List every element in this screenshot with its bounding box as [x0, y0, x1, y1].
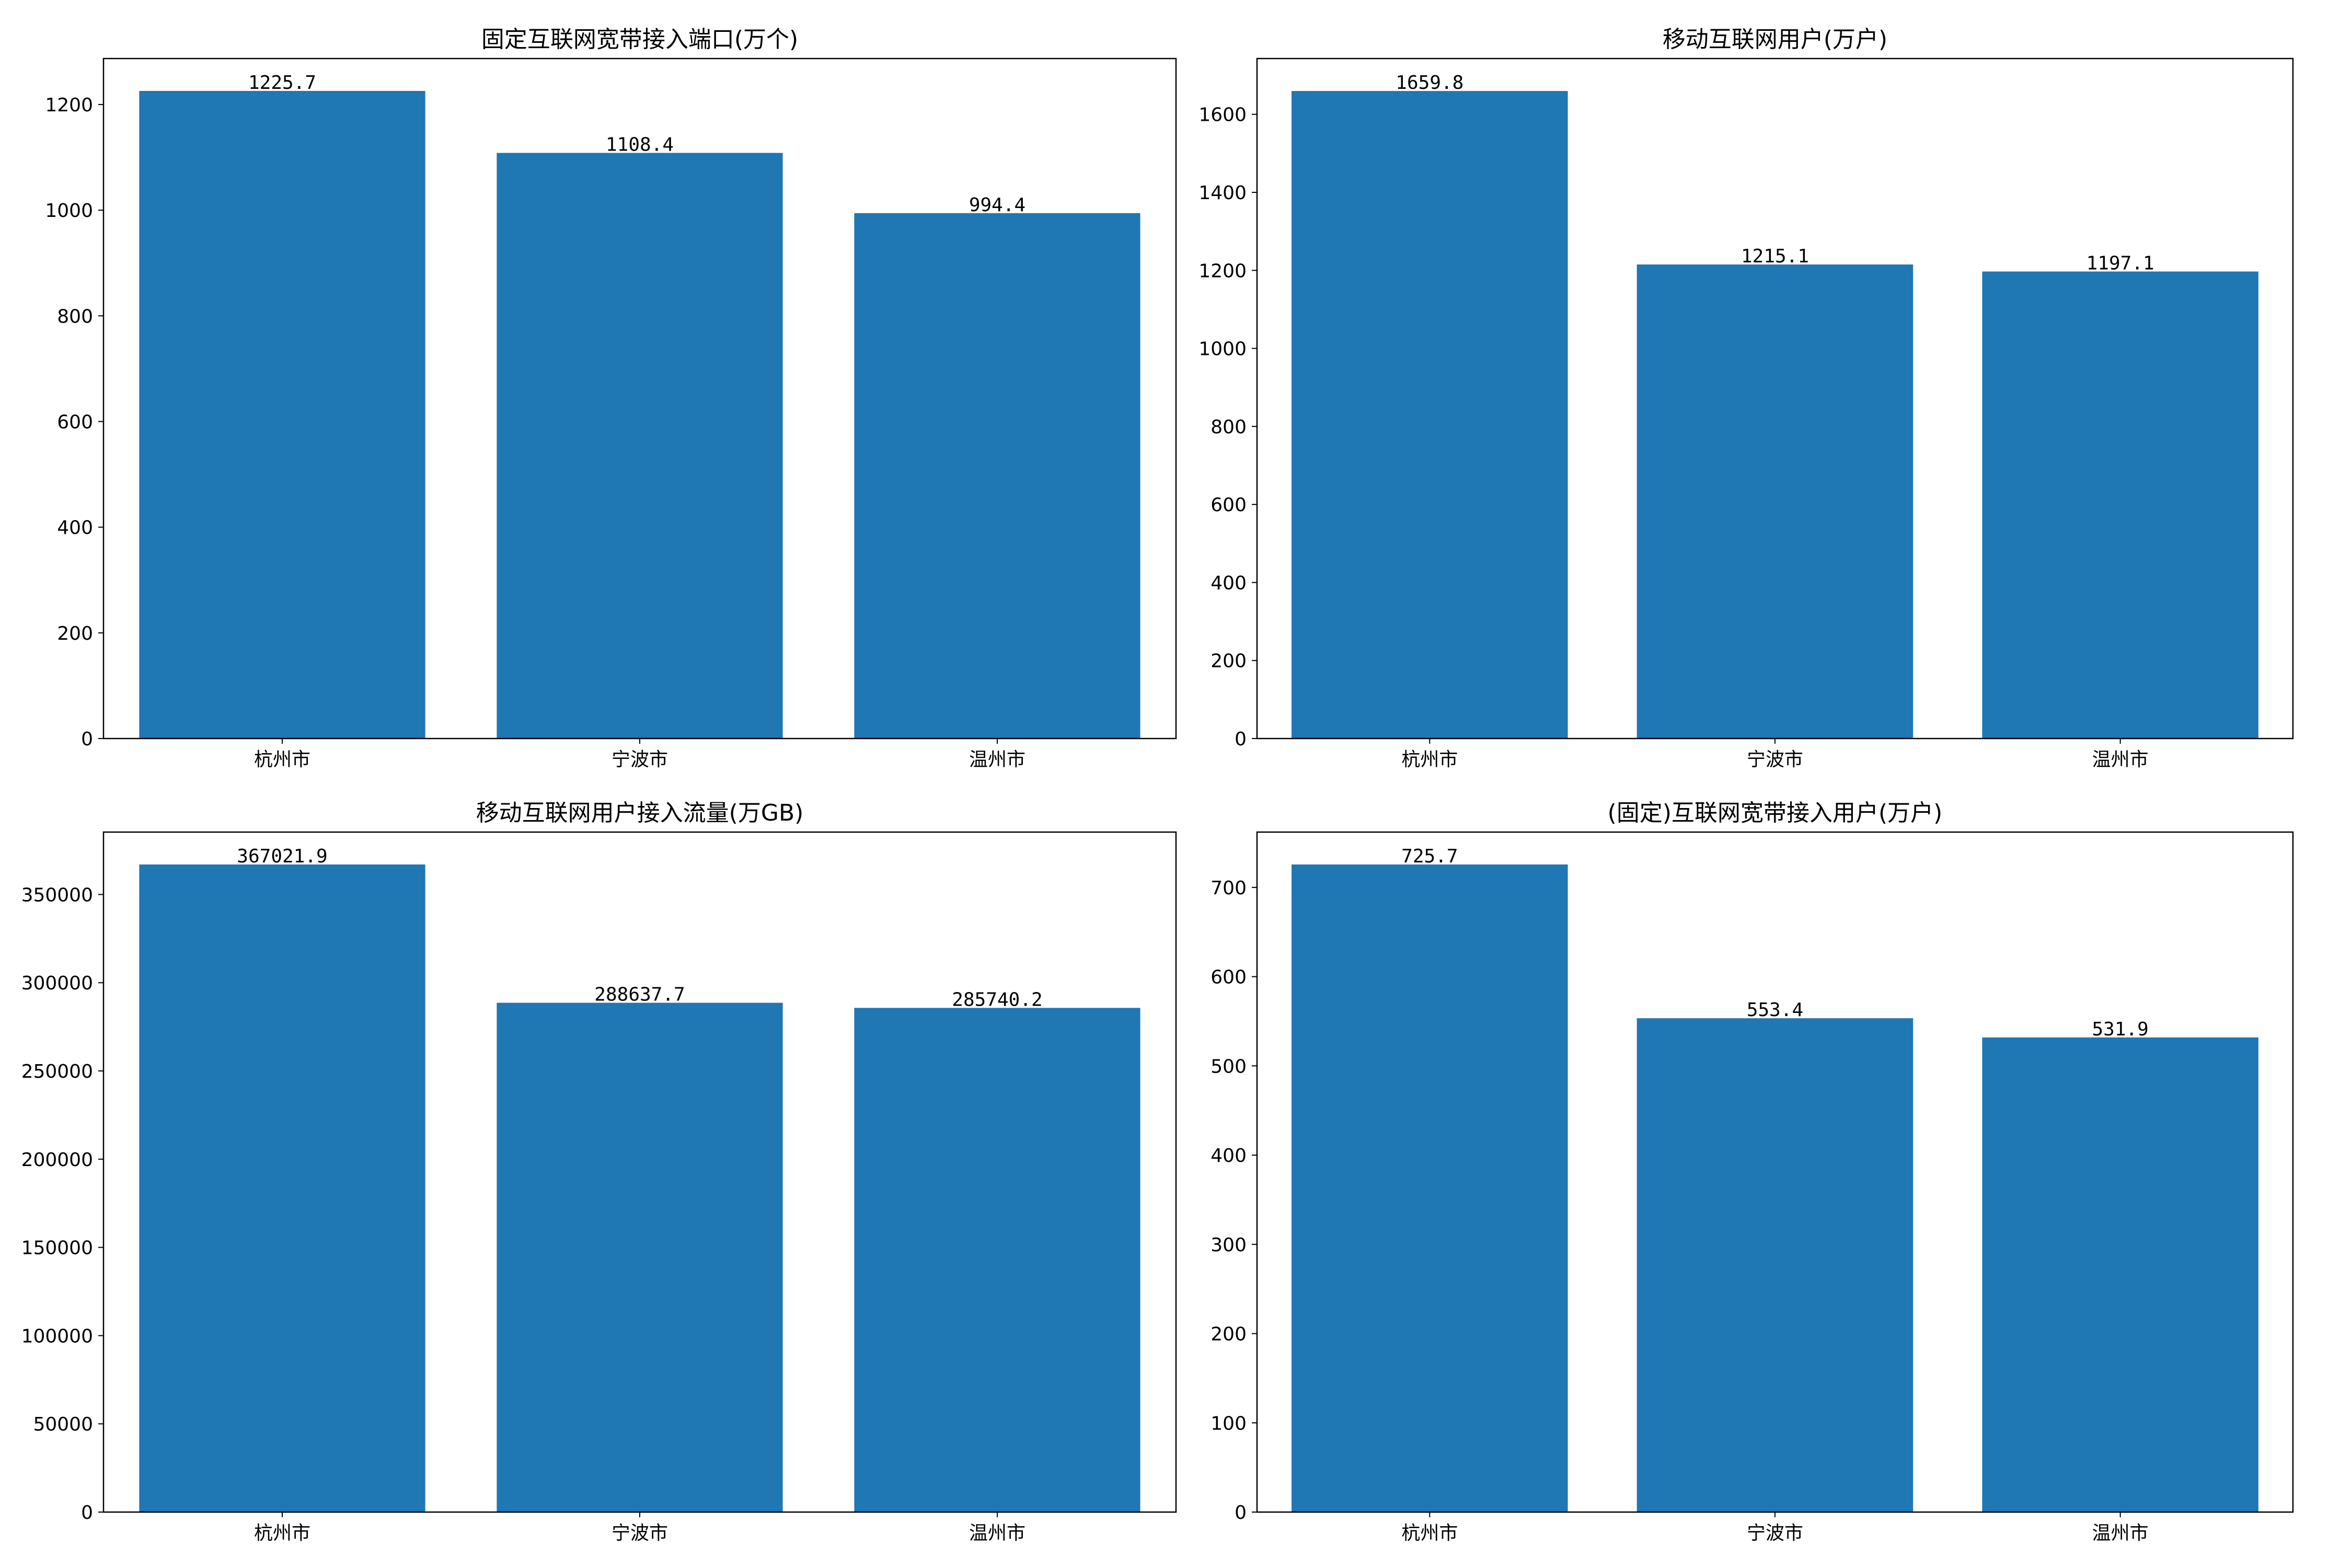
y-tick-label: 200: [57, 623, 93, 644]
bar-value-label: 288637.7: [594, 984, 685, 1006]
y-tick-label: 150000: [21, 1238, 93, 1259]
y-tick-label: 200: [1210, 1324, 1247, 1345]
y-tick-label: 600: [1210, 967, 1247, 988]
y-tick-label: 400: [57, 517, 93, 539]
bar: [854, 213, 1140, 739]
x-tick-label: 宁波市: [612, 1523, 668, 1544]
y-tick-label: 100: [1210, 1413, 1247, 1434]
subplot-title: 移动互联网用户(万户): [1663, 26, 1887, 53]
x-tick-label: 宁波市: [1747, 749, 1803, 770]
y-tick-label: 1000: [1198, 339, 1247, 360]
y-tick-label: 50000: [33, 1414, 93, 1435]
y-tick-label: 1600: [1198, 105, 1247, 126]
subplot-title: 固定互联网宽带接入端口(万个): [481, 26, 798, 53]
y-tick-label: 0: [81, 1502, 93, 1524]
y-tick-label: 600: [1210, 494, 1247, 516]
x-tick-label: 温州市: [2092, 1523, 2149, 1544]
bar-value-label: 285740.2: [952, 989, 1042, 1010]
subplot-title: 移动互联网用户接入流量(万GB): [476, 800, 804, 826]
bar-value-label: 367021.9: [237, 846, 327, 867]
y-tick-label: 500: [1210, 1056, 1247, 1077]
bar: [497, 153, 783, 739]
y-tick-label: 300000: [21, 973, 93, 994]
y-tick-label: 0: [81, 729, 93, 750]
bar-value-label: 725.7: [1401, 846, 1458, 867]
y-tick-label: 1200: [1198, 260, 1247, 282]
bar: [1636, 264, 1913, 739]
bar: [1292, 864, 1568, 1512]
y-tick-label: 700: [1210, 878, 1247, 899]
bar: [139, 864, 425, 1512]
axes-frame: [102, 831, 1177, 1513]
x-tick-label: 杭州市: [1401, 1523, 1458, 1544]
bar: [497, 1002, 783, 1512]
y-tick-label: 100000: [21, 1325, 93, 1347]
bar-value-label: 1108.4: [606, 134, 674, 156]
subplot-4: (固定)互联网宽带接入用户(万户) 725.7 杭州市 553.4 宁波市 531.9 温州…: [1210, 800, 2294, 1544]
bar-value-label: 1659.8: [1396, 72, 1463, 94]
x-tick-label: 杭州市: [1401, 749, 1458, 770]
y-tick-label: 350000: [21, 884, 93, 906]
y-tick-label: 0: [1235, 1502, 1247, 1524]
y-tick-label: 1200: [45, 95, 93, 116]
y-tick-label: 200: [1210, 651, 1247, 672]
axes-frame: [1256, 57, 2294, 740]
y-tick-label: 0: [1235, 729, 1247, 750]
bar: [139, 90, 425, 739]
subplot-3: 移动互联网用户接入流量(万GB) 367021.9 杭州市 288637.7 宁波市 28…: [21, 800, 1177, 1544]
y-tick-label: 400: [1210, 1145, 1247, 1167]
y-tick-label: 400: [1210, 572, 1247, 594]
bar-value-label: 553.4: [1747, 999, 1803, 1021]
x-tick-label: 宁波市: [612, 749, 668, 770]
y-tick-label: 800: [1210, 417, 1247, 438]
x-tick-label: 杭州市: [254, 749, 310, 770]
x-tick-label: 温州市: [969, 749, 1025, 770]
bar: [1982, 271, 2258, 739]
x-tick-label: 温州市: [969, 1523, 1025, 1544]
bar: [854, 1008, 1140, 1512]
x-tick-label: 宁波市: [1747, 1523, 1803, 1544]
bar: [1982, 1037, 2258, 1512]
y-tick-label: 1400: [1198, 182, 1247, 204]
bar-value-label: 1225.7: [248, 72, 316, 94]
bar-value-label: 531.9: [2092, 1019, 2148, 1040]
bar-value-label: 1197.1: [2086, 252, 2154, 274]
y-tick-label: 800: [57, 306, 93, 327]
bar: [1636, 1018, 1913, 1512]
bar-value-label: 994.4: [969, 194, 1025, 216]
y-tick-label: 600: [57, 411, 93, 433]
bar: [1292, 91, 1568, 739]
y-tick-label: 1000: [45, 200, 93, 222]
subplot-1: 固定互联网宽带接入端口(万个) 1225.7 杭州市 1108.4 宁波市 994.4 温州…: [45, 26, 1177, 770]
subplot-title: (固定)互联网宽带接入用户(万户): [1608, 800, 1943, 826]
axes-frame: [102, 57, 1177, 740]
x-tick-label: 杭州市: [254, 1523, 310, 1544]
charts-container: 固定互联网宽带接入端口(万个) 1225.7 杭州市 1108.4 宁波市 994.4 温州…: [21, 26, 2294, 1544]
y-tick-label: 250000: [21, 1061, 93, 1082]
bar-value-label: 1215.1: [1741, 246, 1809, 267]
subplot-2: 移动互联网用户(万户) 1659.8 杭州市 1215.1 宁波市 1197.1 温州市 0 2…: [1198, 26, 2294, 770]
y-tick-label: 300: [1210, 1235, 1247, 1256]
axes-frame: [1256, 831, 2294, 1513]
x-tick-label: 温州市: [2092, 749, 2149, 770]
y-tick-label: 200000: [21, 1149, 93, 1171]
